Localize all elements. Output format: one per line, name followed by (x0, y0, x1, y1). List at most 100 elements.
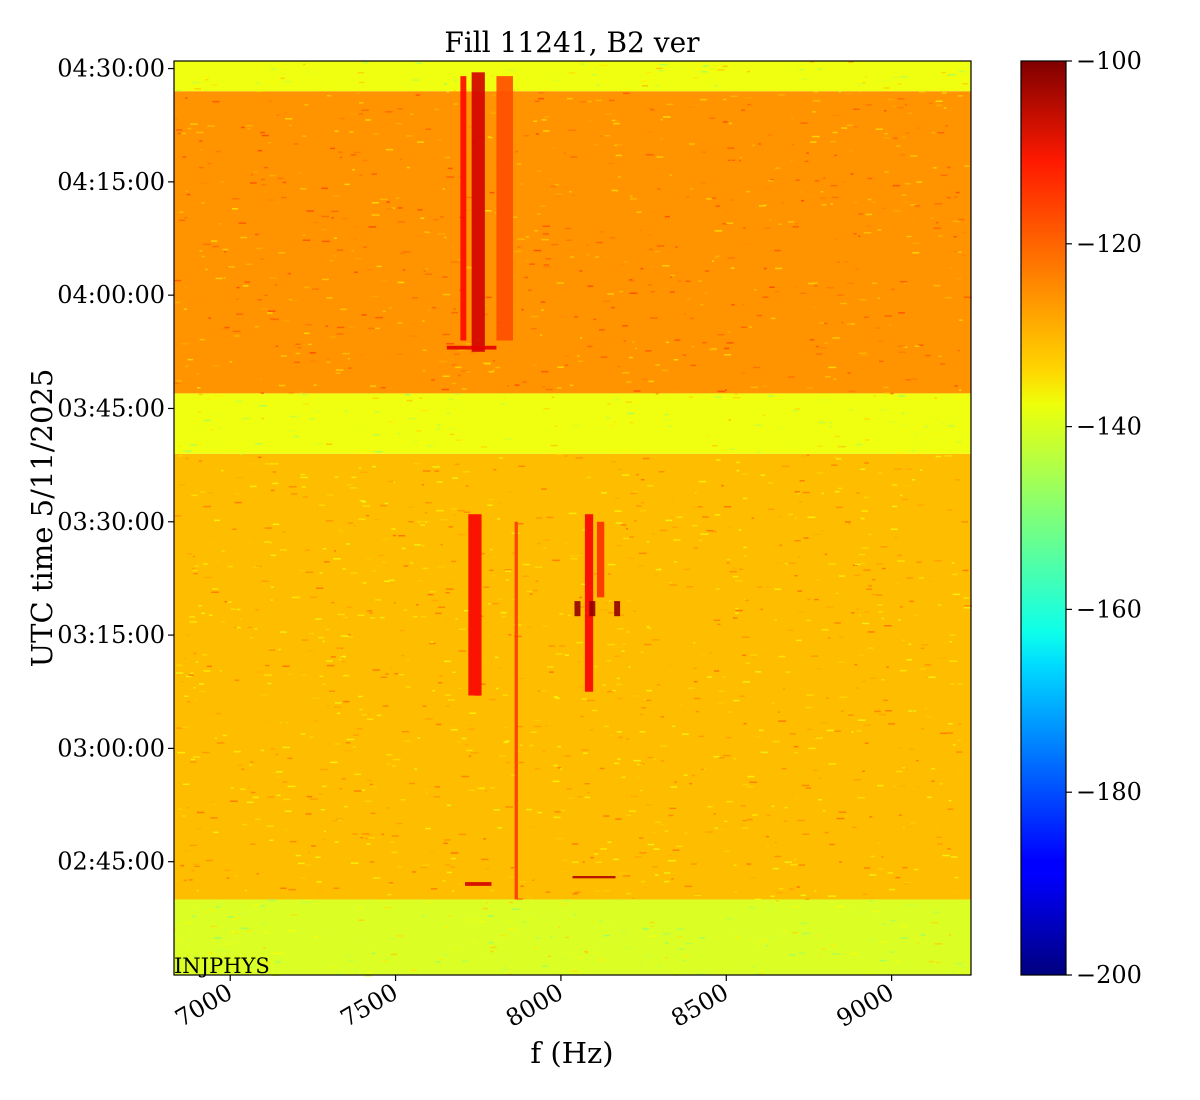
noise-speck (821, 204, 827, 206)
noise-speck (488, 915, 494, 917)
noise-speck (253, 965, 256, 967)
noise-speck (501, 615, 507, 618)
noise-speck (532, 879, 535, 881)
noise-speck (345, 742, 351, 744)
noise-speck (569, 191, 572, 193)
noise-speck (360, 837, 363, 839)
noise-speck (465, 744, 469, 746)
noise-speck (794, 517, 797, 519)
noise-speck (187, 127, 192, 130)
noise-speck (869, 900, 873, 902)
noise-speck (449, 428, 458, 430)
noise-speck (587, 100, 592, 103)
noise-speck (538, 97, 544, 100)
noise-speck (771, 702, 775, 705)
noise-speck (950, 856, 958, 858)
noise-speck (325, 628, 330, 631)
noise-speck (571, 427, 576, 430)
noise-speck (742, 303, 745, 306)
noise-speck (799, 480, 805, 482)
noise-speck (956, 441, 962, 443)
noise-speck (767, 508, 775, 511)
noise-speck (688, 143, 695, 145)
noise-speck (288, 392, 294, 394)
noise-speck (607, 841, 612, 843)
noise-speck (309, 418, 315, 420)
noise-speck (176, 89, 181, 92)
noise-speck (900, 281, 908, 283)
noise-speck (738, 529, 742, 531)
noise-speck (585, 127, 589, 129)
noise-speck (188, 674, 194, 676)
noise-speck (198, 605, 203, 607)
noise-speck (647, 485, 654, 487)
noise-speck (627, 600, 631, 602)
noise-speck (956, 769, 963, 772)
noise-speck (884, 315, 893, 317)
noise-speck (935, 100, 943, 102)
noise-speck (375, 316, 383, 319)
noise-speck (255, 82, 259, 84)
noise-speck (283, 112, 288, 115)
noise-speck (205, 398, 211, 400)
noise-speck (255, 818, 261, 820)
noise-speck (934, 943, 943, 945)
noise-speck (454, 645, 458, 647)
spectral-feature (460, 76, 467, 341)
noise-speck (804, 932, 811, 934)
noise-speck (629, 421, 634, 424)
noise-speck (695, 710, 700, 713)
noise-speck (235, 932, 238, 934)
noise-speck (910, 822, 916, 824)
noise-speck (435, 612, 442, 615)
noise-speck (796, 166, 801, 168)
noise-speck (679, 948, 685, 950)
noise-speck (617, 176, 621, 178)
noise-speck (203, 670, 211, 672)
noise-speck (270, 463, 279, 465)
noise-speck (650, 77, 656, 79)
noise-speck (195, 443, 202, 446)
noise-speck (660, 823, 665, 826)
noise-speck (718, 757, 725, 759)
noise-speck (372, 434, 380, 436)
noise-speck (688, 106, 696, 109)
noise-speck (336, 333, 344, 335)
noise-speck (350, 572, 358, 574)
noise-speck (284, 828, 289, 831)
noise-speck (214, 737, 217, 740)
noise-speck (605, 256, 609, 259)
noise-speck (774, 290, 780, 293)
noise-speck (750, 966, 755, 968)
noise-speck (424, 231, 431, 233)
noise-speck (789, 733, 797, 735)
noise-speck (289, 435, 298, 437)
noise-speck (204, 76, 210, 78)
noise-speck (739, 695, 745, 697)
noise-speck (386, 208, 393, 210)
noise-speck (621, 450, 627, 452)
noise-speck (714, 827, 718, 829)
noise-speck (564, 227, 571, 230)
noise-speck (727, 147, 735, 149)
noise-speck (674, 781, 677, 783)
noise-speck (270, 554, 276, 557)
noise-speck (485, 296, 492, 299)
noise-speck (442, 293, 451, 296)
noise-speck (457, 883, 462, 885)
noise-speck (290, 914, 298, 916)
noise-speck (959, 389, 962, 391)
noise-speck (215, 906, 220, 908)
noise-speck (430, 641, 434, 643)
noise-speck (598, 64, 607, 67)
noise-speck (468, 789, 476, 791)
noise-speck (689, 782, 692, 785)
noise-speck (813, 533, 821, 536)
noise-speck (955, 191, 960, 194)
noise-speck (343, 674, 349, 677)
noise-speck (320, 768, 328, 771)
noise-speck (767, 134, 772, 136)
noise-speck (481, 446, 488, 448)
noise-speck (660, 119, 663, 121)
noise-speck (518, 261, 522, 264)
